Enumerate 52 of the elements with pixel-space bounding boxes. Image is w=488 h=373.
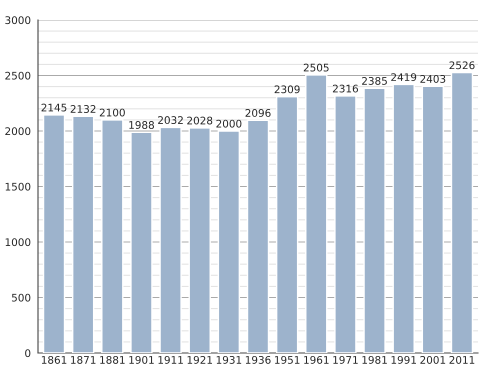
- x-tick-label: 1981: [362, 356, 387, 364]
- bar: [363, 88, 386, 353]
- data-label: 2505: [304, 64, 329, 72]
- y-tick-label: 1500: [6, 182, 30, 191]
- y-tick-label: 1000: [6, 238, 30, 246]
- bar: [72, 116, 94, 353]
- x-tick-label: 1911: [158, 356, 183, 364]
- data-label: 2000: [216, 120, 242, 128]
- y-tick-label: 500: [12, 294, 30, 302]
- x-tick-label: 1931: [216, 356, 242, 364]
- x-tick-label: 1971: [333, 356, 358, 364]
- y-tick-label: 2000: [5, 127, 30, 136]
- data-label: 2526: [449, 61, 475, 70]
- data-label: 2403: [420, 74, 446, 83]
- bar: [188, 127, 211, 353]
- data-label: 2385: [362, 76, 387, 85]
- bar: [42, 114, 66, 353]
- data-label: 1988: [129, 121, 154, 129]
- x-tick-label: 1951: [275, 356, 300, 364]
- data-label: 2132: [70, 105, 96, 113]
- x-tick-label: 1881: [100, 356, 125, 364]
- bar: [305, 74, 328, 353]
- data-label: 2419: [391, 73, 416, 82]
- bar: [276, 96, 298, 353]
- bar: [159, 126, 182, 353]
- y-tick-label: 0: [25, 349, 30, 358]
- data-label: 2096: [246, 109, 271, 117]
- bar: [246, 120, 270, 353]
- data-label: 2316: [332, 84, 358, 93]
- data-label: 2028: [187, 116, 212, 124]
- x-tick-label: 1921: [188, 356, 212, 364]
- bar: [422, 86, 444, 353]
- data-label: 2100: [100, 108, 125, 116]
- bar: [450, 72, 474, 353]
- x-tick-label: 1901: [129, 356, 154, 364]
- x-tick-label: 2011: [449, 356, 474, 364]
- x-tick-label: 2001: [420, 356, 446, 364]
- x-tick-label: 1991: [392, 356, 416, 364]
- x-tick-label: 1861: [42, 356, 66, 364]
- data-label: 2032: [158, 116, 183, 124]
- bar: [334, 95, 357, 353]
- bar: [392, 84, 415, 353]
- x-tick-label: 1936: [246, 356, 271, 364]
- bar: [101, 119, 124, 353]
- x-tick-label: 1961: [304, 356, 329, 364]
- bar: [218, 130, 240, 353]
- y-tick-label: 2500: [5, 72, 30, 80]
- data-label: 2145: [42, 104, 66, 112]
- data-label: 2309: [274, 85, 300, 94]
- x-tick-label: 1871: [71, 356, 96, 364]
- bar: [130, 132, 153, 353]
- y-tick-label: 3000: [5, 16, 30, 24]
